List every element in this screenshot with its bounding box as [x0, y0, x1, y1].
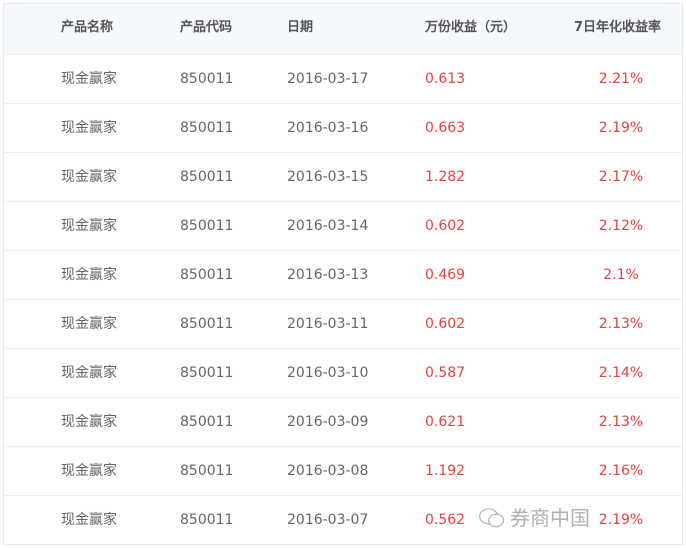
wechat-icon [479, 508, 505, 528]
cell-product-code: 850011 [180, 463, 234, 479]
cell-product-code: 850011 [180, 267, 234, 283]
cell-per-10k-yield: 0.469 [425, 267, 466, 283]
cell-per-10k-yield: 1.282 [425, 169, 466, 185]
cell-per-10k-yield: 0.562 [425, 512, 466, 528]
cell-per-10k-yield: 0.621 [425, 414, 466, 430]
cell-product-name: 现金赢家 [61, 169, 117, 185]
cell-product-code: 850011 [180, 120, 234, 136]
cell-product-name: 现金赢家 [61, 267, 117, 283]
cell-date: 2016-03-08 [287, 463, 369, 479]
cell-per-10k-yield: 0.663 [425, 120, 466, 136]
cell-7day-annualized: 2.19% [598, 512, 644, 528]
table-row: 现金赢家 850011 2016-03-14 0.602 2.12% [4, 201, 682, 250]
cell-date: 2016-03-15 [287, 169, 369, 185]
cell-per-10k-yield: 0.587 [425, 365, 466, 381]
cell-product-code: 850011 [180, 414, 234, 430]
header-7day-annualized: 7日年化收益率 [574, 20, 662, 35]
watermark: 券商中国 [478, 506, 590, 530]
cell-product-name: 现金赢家 [61, 218, 117, 234]
table-row: 现金赢家 850011 2016-03-16 0.663 2.19% [4, 103, 682, 152]
cell-product-code: 850011 [180, 512, 234, 528]
cell-per-10k-yield: 0.602 [425, 218, 466, 234]
cell-per-10k-yield: 1.192 [425, 463, 466, 479]
table-row: 现金赢家 850011 2016-03-11 0.602 2.13% [4, 299, 682, 348]
table-row: 现金赢家 850011 2016-03-17 0.613 2.21% [4, 54, 682, 103]
cell-7day-annualized: 2.17% [598, 169, 644, 185]
cell-product-name: 现金赢家 [61, 71, 117, 87]
fund-yield-table: 产品名称 产品代码 日期 万份收益（元） 7日年化收益率 现金赢家 850011 2… [3, 3, 683, 545]
cell-date: 2016-03-17 [287, 71, 369, 87]
cell-product-code: 850011 [180, 218, 234, 234]
cell-product-name: 现金赢家 [61, 316, 117, 332]
cell-date: 2016-03-16 [287, 120, 369, 136]
table-row: 现金赢家 850011 2016-03-15 1.282 2.17% [4, 152, 682, 201]
cell-product-name: 现金赢家 [61, 120, 117, 136]
header-product-name: 产品名称 [61, 20, 114, 35]
cell-7day-annualized: 2.12% [598, 218, 644, 234]
cell-7day-annualized: 2.21% [598, 71, 644, 87]
cell-product-code: 850011 [180, 365, 234, 381]
cell-7day-annualized: 2.1% [603, 267, 639, 283]
cell-date: 2016-03-07 [287, 512, 369, 528]
cell-per-10k-yield: 0.602 [425, 316, 466, 332]
cell-product-name: 现金赢家 [61, 512, 117, 528]
header-per-10k-yield: 万份收益（元） [425, 20, 517, 35]
cell-7day-annualized: 2.14% [598, 365, 644, 381]
cell-7day-annualized: 2.13% [598, 414, 644, 430]
cell-date: 2016-03-10 [287, 365, 369, 381]
cell-7day-annualized: 2.13% [598, 316, 644, 332]
cell-product-name: 现金赢家 [61, 365, 117, 381]
header-product-code: 产品代码 [180, 20, 233, 35]
cell-product-name: 现金赢家 [61, 414, 117, 430]
cell-product-code: 850011 [180, 316, 234, 332]
cell-7day-annualized: 2.16% [598, 463, 644, 479]
table-row: 现金赢家 850011 2016-03-08 1.192 2.16% [4, 446, 682, 495]
cell-date: 2016-03-13 [287, 267, 369, 283]
cell-product-name: 现金赢家 [61, 463, 117, 479]
cell-date: 2016-03-11 [287, 316, 369, 332]
table-row: 现金赢家 850011 2016-03-07 0.562 2.19% [4, 495, 682, 544]
table-header: 产品名称 产品代码 日期 万份收益（元） 7日年化收益率 [4, 4, 682, 54]
cell-date: 2016-03-09 [287, 414, 369, 430]
header-date: 日期 [287, 20, 314, 35]
cell-per-10k-yield: 0.613 [425, 71, 466, 87]
table-row: 现金赢家 850011 2016-03-09 0.621 2.13% [4, 397, 682, 446]
table-row: 现金赢家 850011 2016-03-13 0.469 2.1% [4, 250, 682, 299]
cell-date: 2016-03-14 [287, 218, 369, 234]
cell-product-code: 850011 [180, 71, 234, 87]
table-row: 现金赢家 850011 2016-03-10 0.587 2.14% [4, 348, 682, 397]
cell-product-code: 850011 [180, 169, 234, 185]
cell-7day-annualized: 2.19% [598, 120, 644, 136]
watermark-text: 券商中国 [510, 506, 590, 530]
